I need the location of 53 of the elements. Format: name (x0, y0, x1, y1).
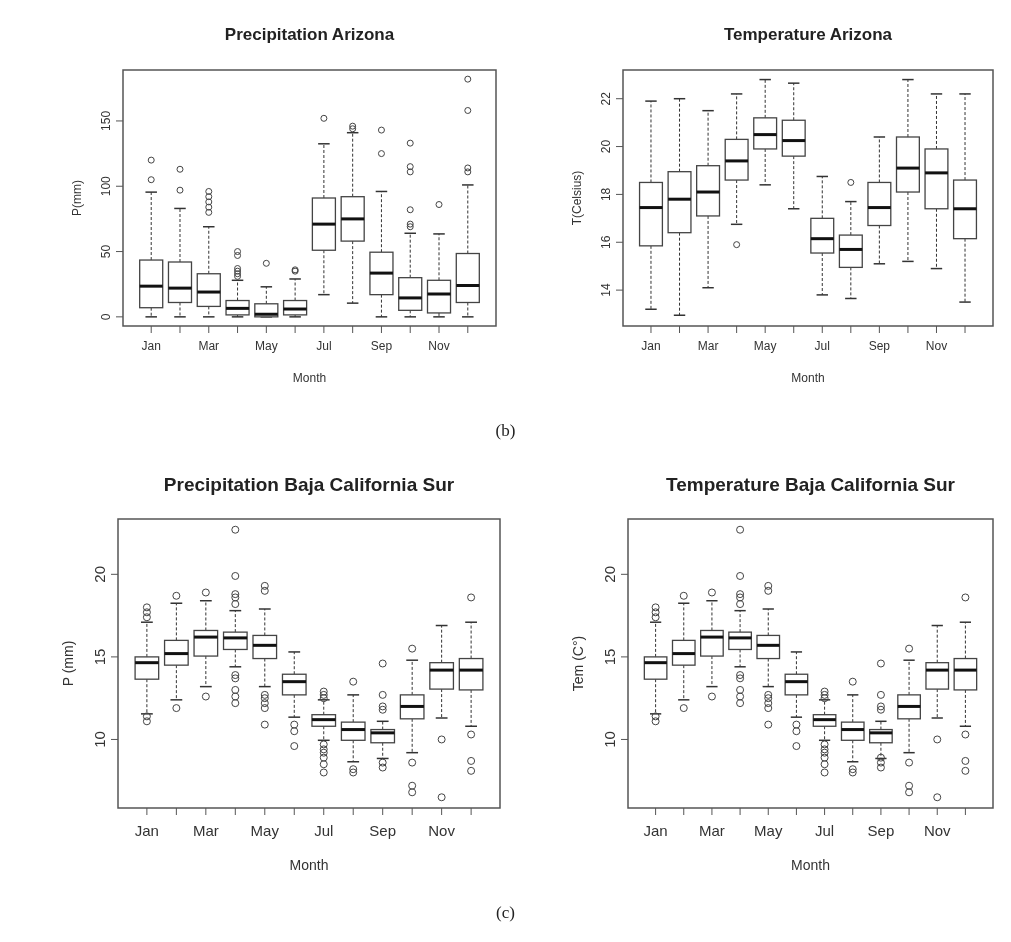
y-tick-label: 20 (599, 139, 613, 154)
chart-title: Temperature Arizona (723, 25, 893, 44)
x-tick-label: Jul (814, 822, 835, 839)
x-tick-label: Nov (428, 339, 450, 353)
y-tick-label: 0 (99, 313, 113, 321)
y-tick-label: 15 (91, 648, 108, 666)
y-tick-label: 10 (91, 731, 108, 748)
x-tick-label: Nov (925, 339, 948, 353)
y-axis-title: T(Celsius) (570, 170, 584, 226)
y-axis-title: P (mm) (60, 640, 76, 687)
x-tick-label: Jan (141, 339, 161, 353)
x-tick-label: May (250, 822, 280, 839)
x-axis-title: Month (791, 371, 825, 385)
x-tick-label: Sep (868, 339, 891, 353)
x-tick-label: Mar (192, 822, 219, 839)
x-tick-label: Jul (814, 339, 830, 353)
y-tick-label: 150 (99, 110, 113, 131)
x-tick-label: Jan (641, 339, 661, 353)
y-tick-label: 18 (599, 187, 613, 202)
x-tick-label: Mar (198, 339, 220, 353)
x-tick-label: Nov (428, 822, 456, 839)
x-tick-label: Sep (370, 339, 393, 353)
chart-title: Precipitation Baja California Sur (163, 474, 455, 495)
y-tick-label: 16 (599, 235, 613, 249)
y-tick-label: 100 (99, 175, 113, 197)
x-tick-label: Sep (369, 822, 397, 839)
chart-title: Precipitation Arizona (224, 25, 395, 44)
y-tick-label: 14 (599, 283, 613, 297)
y-axis-title: Tem (C°) (570, 635, 586, 692)
y-tick-label: 10 (601, 731, 618, 748)
x-tick-label: Jul (314, 822, 334, 839)
x-tick-label: Mar (699, 822, 725, 839)
y-axis-title: P(mm) (70, 180, 84, 216)
text: (c) (496, 903, 515, 922)
y-tick-label: 50 (99, 244, 113, 259)
x-tick-label: Jan (643, 822, 668, 839)
y-tick-label: 15 (601, 648, 618, 666)
chart-title: Temperature Baja California Sur (666, 474, 956, 495)
x-tick-label: May (754, 822, 783, 839)
y-tick-label: 20 (601, 565, 618, 583)
x-tick-label: Nov (923, 822, 952, 839)
x-tick-label: Sep (867, 822, 895, 839)
x-tick-label: May (753, 339, 777, 353)
x-tick-label: Jul (316, 339, 332, 353)
x-axis-title: Month (292, 371, 327, 385)
x-tick-label: Mar (697, 339, 719, 353)
x-tick-label: Jan (134, 822, 159, 839)
y-tick-label: 22 (599, 91, 613, 106)
x-axis-title: Month (791, 857, 830, 873)
y-tick-label: 20 (91, 565, 108, 583)
x-axis-title: Month (289, 857, 329, 873)
x-tick-label: May (254, 339, 278, 353)
text: (b) (495, 421, 516, 440)
